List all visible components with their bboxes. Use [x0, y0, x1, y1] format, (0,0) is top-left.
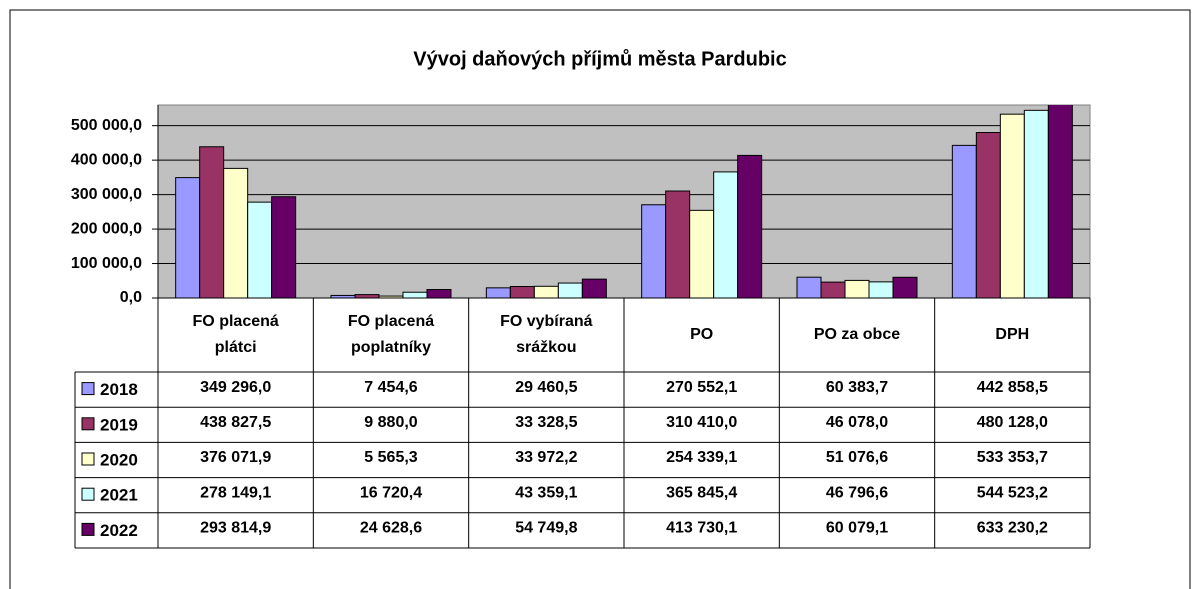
bar: [581, 278, 607, 298]
bar: [247, 201, 273, 298]
legend-swatch: [81, 522, 95, 536]
data-label: 376 071,9: [200, 449, 271, 466]
legend-label: 2022: [100, 521, 138, 540]
bar: [713, 171, 739, 298]
data-label: 60 383,7: [826, 379, 888, 396]
data-label: 270 552,1: [666, 379, 737, 396]
bar: [665, 190, 691, 298]
bar: [641, 204, 667, 298]
legend-label: 2019: [100, 415, 138, 434]
bar: [820, 281, 846, 298]
category-cell: FO vybíraná srážkou: [500, 313, 593, 356]
data-label: 442 858,5: [977, 379, 1048, 396]
data-label: 54 749,8: [515, 520, 577, 537]
y-tick-label: 200 000,0: [71, 220, 142, 237]
data-label: 43 359,1: [515, 484, 577, 501]
bar: [844, 279, 870, 298]
x-tick-label: PO: [690, 326, 714, 343]
bar: [223, 167, 249, 298]
data-label: 7 454,6: [364, 379, 417, 396]
legend-swatch: [81, 452, 95, 466]
data-label: 33 328,5: [515, 414, 577, 431]
bar: [271, 196, 297, 298]
data-label: 544 523,2: [977, 484, 1048, 501]
legend-label: 2020: [100, 450, 138, 469]
bar: [199, 146, 225, 298]
legend-swatch: [81, 487, 95, 501]
data-label: 480 128,0: [977, 414, 1048, 431]
category-cell: FO placená poplatníky: [347, 313, 435, 356]
x-tick-label: PO za obce: [813, 326, 901, 343]
legend-label: 2018: [100, 380, 138, 399]
y-tick-label: 100 000,0: [71, 255, 142, 272]
legend-label: 2021: [100, 486, 138, 505]
data-label: 24 628,6: [360, 520, 422, 537]
bar: [999, 113, 1025, 298]
bar: [533, 285, 559, 298]
y-tick-label: 300 000,0: [71, 186, 142, 203]
y-tick-label: 0,0: [120, 289, 142, 306]
data-label: 633 230,2: [977, 520, 1048, 537]
bar: [689, 209, 715, 298]
data-label: 51 076,6: [826, 449, 888, 466]
data-label: 60 079,1: [826, 520, 888, 537]
bar: [1047, 105, 1073, 298]
data-label: 9 880,0: [364, 414, 417, 431]
bar: [737, 154, 763, 298]
bar: [509, 286, 535, 298]
data-label: 29 460,5: [515, 379, 577, 396]
x-tick-label: FO placená poplatníky: [347, 313, 435, 356]
y-tick-label: 500 000,0: [71, 117, 142, 134]
plot-area: [157, 104, 1091, 299]
data-label: 349 296,0: [200, 379, 271, 396]
data-label: 438 827,5: [200, 414, 271, 431]
chart-border: [9, 9, 1191, 589]
bars: [175, 105, 1073, 298]
bar: [426, 289, 452, 298]
data-label: 16 720,4: [360, 484, 422, 501]
category-cell: FO placená plátci: [192, 313, 279, 356]
data-label: 46 796,6: [826, 484, 888, 501]
data-label: 278 149,1: [200, 484, 271, 501]
category-cell: PO za obce: [813, 326, 901, 343]
bar: [892, 276, 918, 298]
bar: [796, 276, 822, 298]
data-label: 310 410,0: [666, 414, 737, 431]
bar: [557, 282, 583, 298]
y-tick-label: 400 000,0: [71, 151, 142, 168]
bar: [485, 287, 511, 298]
legend-swatch: [81, 382, 95, 396]
bar: [951, 144, 977, 298]
bar: [868, 281, 894, 298]
x-tick-label: DPH: [995, 326, 1030, 343]
category-cell: DPH: [995, 326, 1030, 343]
bar: [975, 132, 1001, 298]
x-tick-label: FO vybíraná srážkou: [500, 313, 593, 356]
data-label: 293 814,9: [200, 520, 271, 537]
data-label: 533 353,7: [977, 449, 1048, 466]
chart-title: Vývoj daňových příjmů města Pardubic: [413, 48, 786, 70]
data-label: 413 730,1: [666, 520, 737, 537]
data-label: 365 845,4: [666, 484, 737, 501]
legend-swatch: [81, 417, 95, 431]
bar: [1023, 109, 1049, 298]
data-label: 254 339,1: [666, 449, 737, 466]
data-label: 33 972,2: [515, 449, 577, 466]
x-tick-label: FO placená plátci: [192, 313, 279, 356]
data-label: 46 078,0: [826, 414, 888, 431]
bar: [175, 177, 201, 298]
data-label: 5 565,3: [364, 449, 417, 466]
category-cell: PO: [690, 326, 714, 343]
